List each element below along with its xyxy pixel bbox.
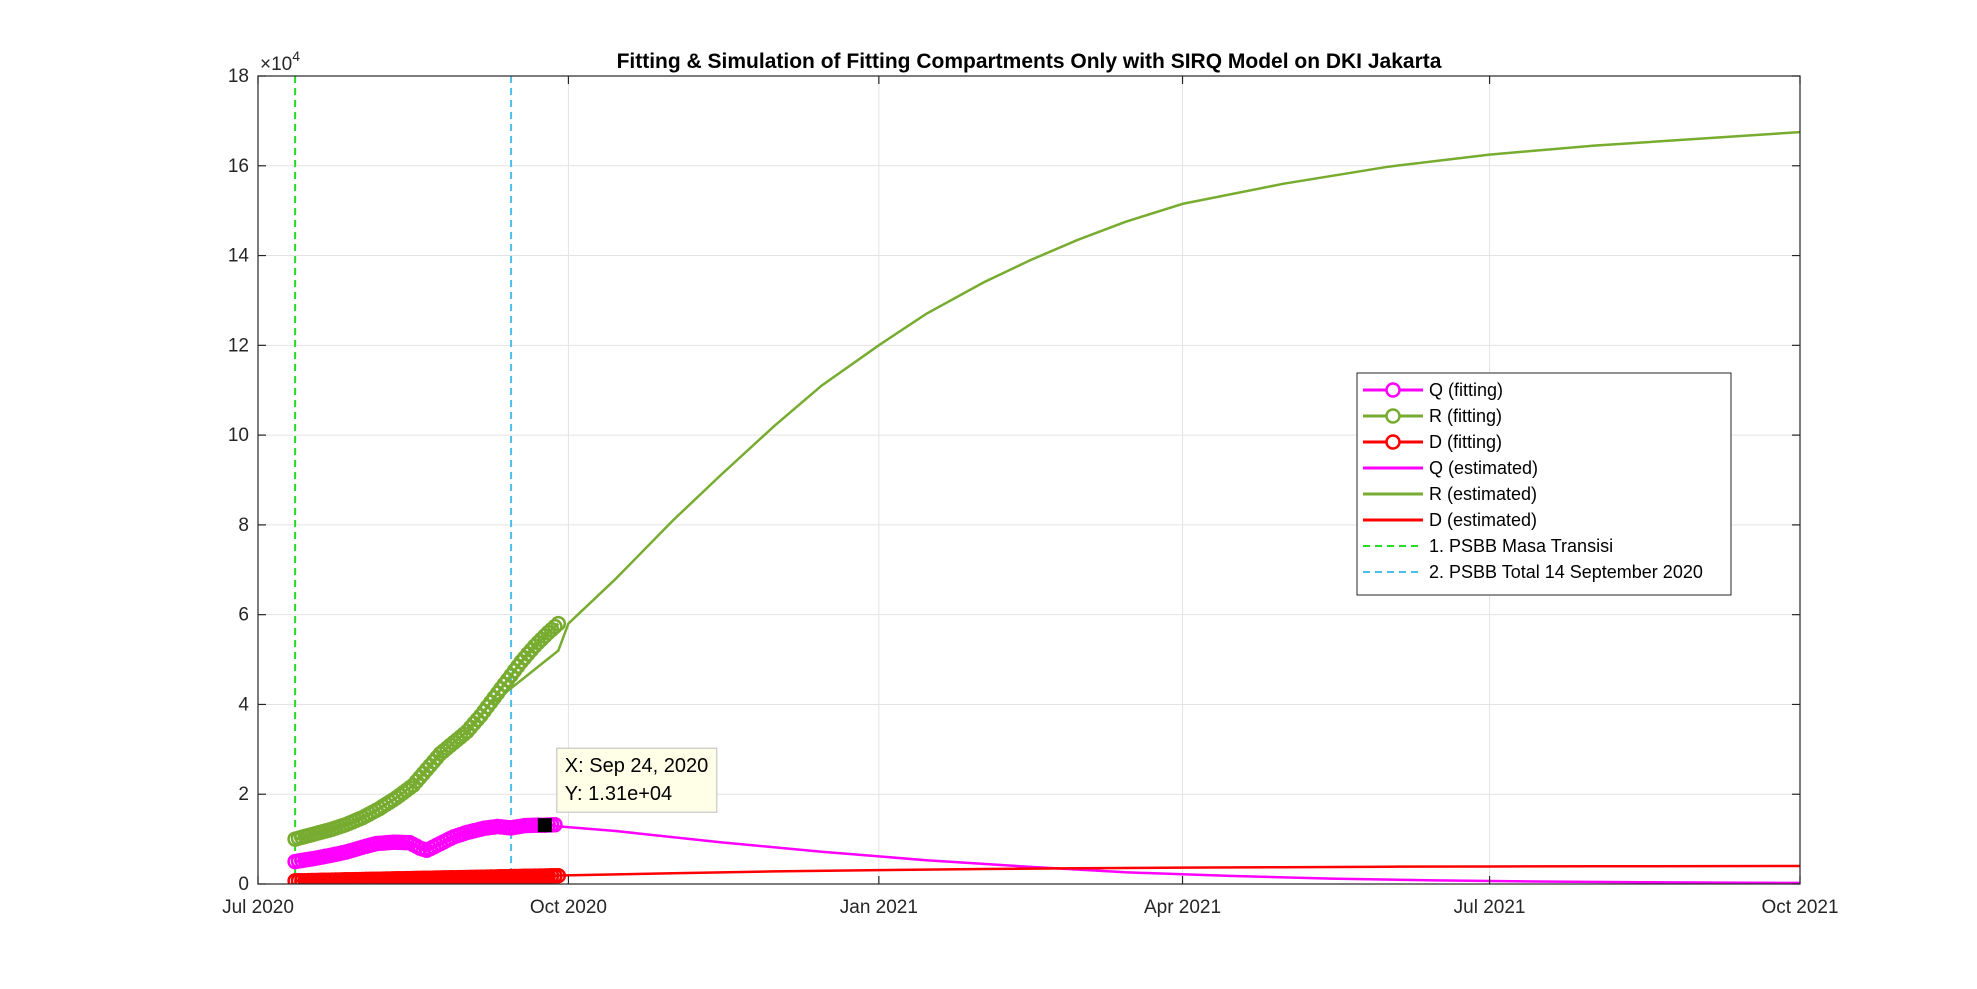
series-line [497,820,1800,884]
x-tick-label: Apr 2021 [1144,897,1221,918]
x-tick-label: Oct 2021 [1761,897,1838,918]
legend-entry-label: 2. PSBB Total 14 September 2020 [1429,562,1703,582]
y-tick-label: 18 [228,66,249,87]
axes-box [257,75,1801,885]
datatip-box [556,747,718,813]
datatip-marker [537,818,552,833]
legend-entry-label: R (fitting) [1429,406,1502,426]
legend-box [1356,372,1732,596]
plot-area: 0 2 4 6 8 10 12 14 16 18 Jul 2020 Oct 2020 Jan 2021 A… [222,48,1838,918]
datatip-x-label: X: Sep 24, 2020 [565,755,708,777]
y-tick-label: 16 [228,156,249,177]
data-point [547,618,563,635]
legend-entry-label: R (estimated) [1429,484,1537,504]
chart-title: Fitting & Simulation of Fitting Compartm… [617,50,1442,73]
legend-entry-label: D (estimated) [1429,510,1537,530]
datatip-y-label: Y: 1.31e+04 [565,783,672,805]
x-tick-label: Jul 2020 [222,897,294,918]
y-exponent-power: 4 [292,48,300,64]
data-point [550,867,567,884]
x-tick-label: Jan 2021 [840,897,918,918]
legend-marker [1385,382,1401,398]
y-tick-label: 10 [228,425,249,446]
y-tick-label: 2 [238,784,249,805]
legend-entry-label: Q (estimated) [1429,458,1538,478]
data-point [550,615,567,632]
x-tick-label: Oct 2020 [530,897,607,918]
y-tick-label: 4 [238,694,249,715]
legend-entry-label: D (fitting) [1429,432,1502,452]
y-tick-label: 8 [238,515,249,536]
legend-entry-label: Q (fitting) [1429,380,1503,400]
y-tick-label: 14 [228,246,250,267]
y-tick-label: 0 [238,874,249,895]
legend-marker [1385,408,1401,424]
y-tick-label: 12 [228,335,249,356]
series-line [490,130,1800,706]
series-line [558,864,1800,877]
legend-marker [1385,434,1401,450]
x-tick-label: Jul 2021 [1454,897,1526,918]
legend-entry-label: 1. PSBB Masa Transisi [1429,536,1613,556]
y-tick-label: 6 [238,605,249,626]
